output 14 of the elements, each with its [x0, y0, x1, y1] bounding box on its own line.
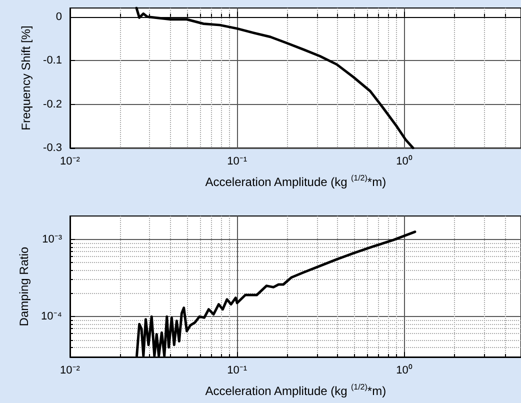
x-tick-label: 10⁻² [60, 156, 80, 168]
x-tick-label: 10⁰ [396, 154, 412, 168]
x-tick-label: 10⁻¹ [227, 156, 248, 168]
y-tick-label: -0.2 [43, 98, 62, 110]
y-tick-label: -0.3 [43, 142, 62, 154]
x-tick-label: 10⁻² [60, 364, 80, 376]
y-tick-label: -0.1 [43, 54, 62, 66]
y-axis-title: Damping Ratio [17, 246, 32, 326]
y-tick-label: 10⁻³ [42, 233, 62, 246]
y-axis-title: Frequency Shift [%] [19, 26, 34, 130]
y-tick-label: 10⁻⁴ [41, 310, 62, 323]
x-tick-label: 10⁰ [396, 364, 412, 376]
y-tick-label: 0 [56, 10, 62, 23]
x-tick-label: 10⁻¹ [227, 364, 248, 376]
